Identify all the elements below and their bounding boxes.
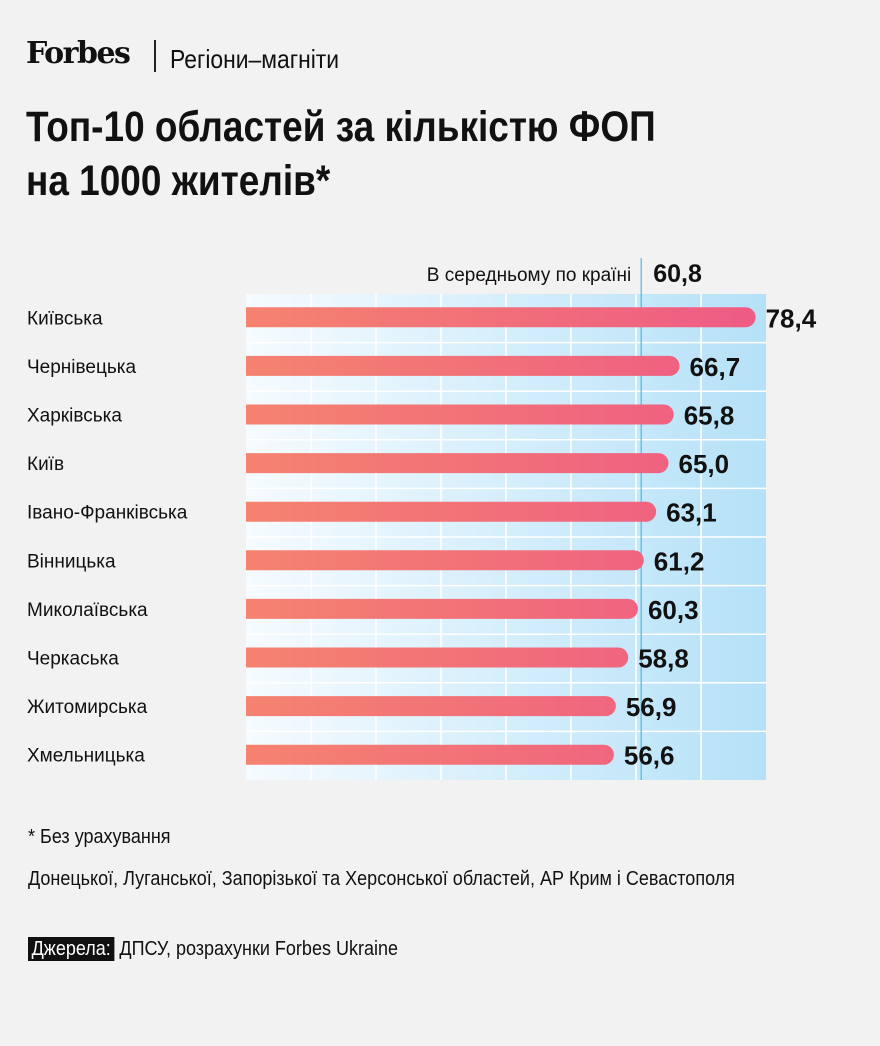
reference-value: 60,8: [653, 260, 702, 288]
value-label: 58,8: [638, 644, 689, 674]
category-label: Хмельницька: [27, 746, 145, 767]
bar: [246, 744, 614, 765]
category-label: Миколаївська: [27, 600, 148, 621]
value-label: 78,4: [766, 303, 817, 333]
value-label: 56,9: [626, 692, 677, 722]
title-line-1: Топ-10 областей за кількістю ФОП: [26, 103, 656, 151]
bar: [246, 550, 644, 571]
bar: [246, 307, 756, 328]
source-label: Джерела:: [28, 937, 115, 961]
category-label: Київська: [27, 308, 103, 329]
chart-title: Топ-10 областей за кількістю ФОП на 1000…: [26, 100, 656, 208]
reference-label: В середньому по країні: [427, 265, 631, 286]
value-label: 60,3: [648, 595, 699, 625]
value-label: 61,2: [654, 546, 705, 576]
footnote-1: * Без урахування: [28, 826, 171, 848]
category-label: Черкаська: [27, 649, 119, 670]
bar: [246, 696, 616, 717]
footnote-2: Донецької, Луганської, Запорізької та Хе…: [28, 868, 735, 890]
bar: [246, 598, 638, 619]
category-label: Київ: [27, 454, 64, 475]
title-line-2: на 1000 жителів*: [26, 157, 331, 205]
value-label: 65,0: [679, 449, 730, 479]
bar: [246, 453, 669, 474]
category-label: Чернівецька: [27, 357, 136, 378]
divider: [154, 40, 156, 72]
bar: [246, 501, 657, 522]
source: Джерела: ДПСУ, розрахунки Forbes Ukraine: [28, 937, 398, 961]
category-label: Житомирська: [27, 697, 148, 718]
value-label: 63,1: [666, 498, 717, 528]
category-label: Івано-Франківська: [27, 503, 188, 524]
forbes-logo: Forbes: [26, 36, 131, 71]
bar: [246, 647, 629, 668]
source-text: ДПСУ, розрахунки Forbes Ukraine: [114, 938, 398, 960]
value-label: 65,8: [684, 401, 735, 431]
value-label: 66,7: [690, 352, 741, 382]
value-label: 56,6: [624, 741, 675, 771]
bar: [246, 355, 680, 376]
rubric: Регіони–магніти: [170, 44, 340, 74]
category-label: Харківська: [27, 406, 122, 427]
bar: [246, 404, 674, 425]
category-label: Вінницька: [27, 551, 116, 572]
